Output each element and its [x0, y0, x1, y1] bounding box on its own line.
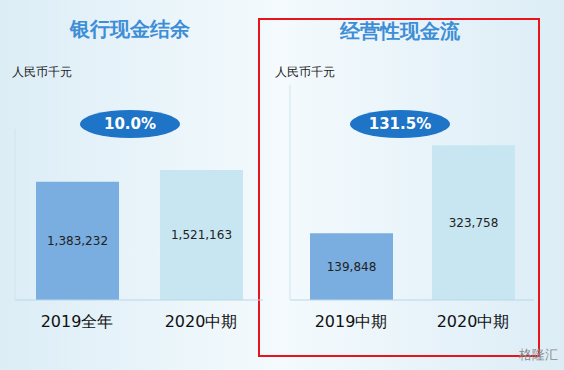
html-text:131.5%: 131.5%	[368, 115, 432, 133]
svg-text:139,848: 139,848	[327, 260, 377, 274]
svg-text:2020中期: 2020中期	[165, 312, 238, 331]
html-text:人民币千元: 人民币千元	[12, 65, 72, 79]
svg-text:2020中期: 2020中期	[437, 312, 510, 331]
svg-text:2019中期: 2019中期	[315, 312, 388, 331]
html-text:格隆汇: 格隆汇	[519, 347, 558, 362]
html-text:经营性现金流: 经营性现金流	[340, 19, 460, 43]
svg-text:1,383,232: 1,383,232	[47, 234, 108, 248]
html-text:人民币千元: 人民币千元	[275, 65, 335, 79]
html-text:银行现金结余: 银行现金结余	[70, 17, 190, 41]
svg-text:2019全年: 2019全年	[41, 312, 114, 331]
svg-text:1,521,163: 1,521,163	[171, 228, 232, 242]
svg-text:323,758: 323,758	[449, 216, 499, 230]
html-text:10.0%: 10.0%	[104, 115, 156, 133]
